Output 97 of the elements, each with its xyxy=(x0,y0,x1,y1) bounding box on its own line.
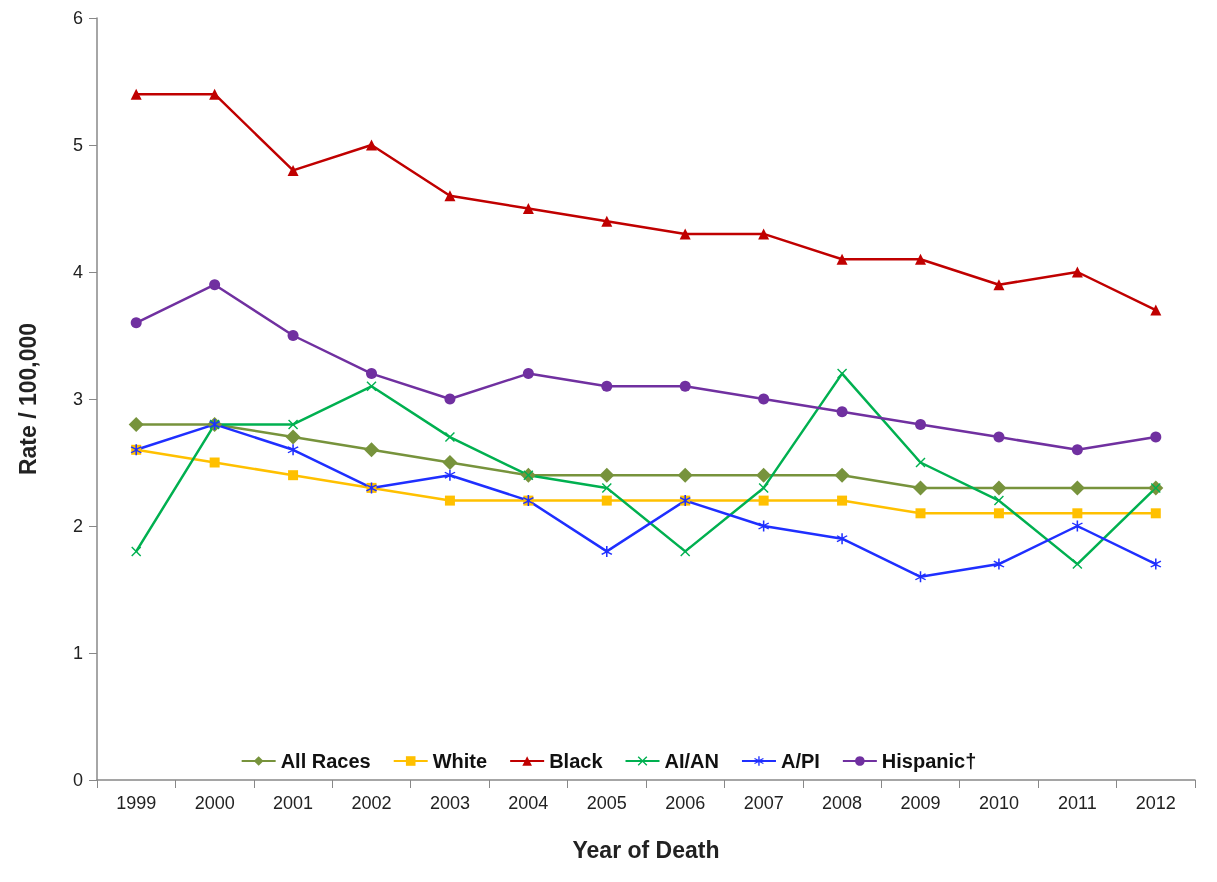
point xyxy=(444,495,455,506)
x-tick-label: 2010 xyxy=(978,793,1019,813)
point xyxy=(993,279,1005,291)
point xyxy=(758,393,770,405)
point xyxy=(913,480,928,496)
x-tick-label: 2007 xyxy=(743,793,784,813)
point xyxy=(915,253,926,265)
point xyxy=(677,467,693,483)
x-tick-label: 2008 xyxy=(822,793,863,813)
x-tick-label: 2011 xyxy=(1058,793,1097,813)
point xyxy=(601,482,612,493)
point xyxy=(680,546,691,557)
x-tick-label: 2005 xyxy=(586,793,627,813)
point xyxy=(993,508,1004,519)
point xyxy=(915,457,926,468)
point xyxy=(1072,559,1083,570)
point xyxy=(287,330,299,341)
point xyxy=(522,203,534,214)
point xyxy=(991,480,1007,496)
x-tick-label: 2002 xyxy=(351,793,392,813)
point xyxy=(1071,520,1083,532)
point xyxy=(758,520,770,532)
point xyxy=(758,495,769,506)
y-tick-label: 0 xyxy=(72,770,83,790)
x-tick-label: 2004 xyxy=(508,793,549,813)
point xyxy=(1072,508,1083,519)
x-tick-label: 2012 xyxy=(1135,793,1176,813)
point xyxy=(1150,508,1161,519)
x-axis-title: Year of Death xyxy=(572,836,720,863)
point xyxy=(915,571,926,583)
point xyxy=(1150,304,1162,316)
point xyxy=(522,368,534,380)
legend-label: AI/AN xyxy=(664,750,719,772)
point xyxy=(993,558,1005,570)
legend-label: Hispanic† xyxy=(881,750,977,772)
y-tick-label: 4 xyxy=(72,262,83,282)
x-tick-label: 1999 xyxy=(116,793,157,813)
x-tick-label: 2001 xyxy=(273,793,314,813)
point xyxy=(758,228,770,240)
point xyxy=(915,418,926,430)
point xyxy=(993,431,1005,443)
point xyxy=(599,467,615,483)
point xyxy=(288,419,299,430)
point xyxy=(601,380,613,392)
point xyxy=(209,457,220,468)
point xyxy=(130,88,142,100)
point xyxy=(601,215,613,227)
point xyxy=(834,467,850,483)
point xyxy=(679,228,691,240)
y-tick-label: 5 xyxy=(72,135,83,155)
point xyxy=(915,508,926,519)
point xyxy=(287,444,299,456)
point xyxy=(366,368,377,380)
point xyxy=(444,432,455,443)
point xyxy=(1150,431,1162,443)
point xyxy=(1071,444,1083,456)
y-axis-title: Rate / 100,000 xyxy=(14,322,41,476)
point xyxy=(444,469,456,481)
x-tick-label: 2000 xyxy=(194,793,235,813)
legend-label: Black xyxy=(549,750,604,772)
point xyxy=(444,393,456,405)
point xyxy=(837,495,848,506)
legend-label: All Races xyxy=(280,750,371,772)
legend-label: A/PI xyxy=(780,750,820,772)
x-tick-label: 2003 xyxy=(429,793,470,813)
point xyxy=(1069,480,1085,496)
point xyxy=(128,416,144,432)
point xyxy=(836,406,848,418)
point xyxy=(131,546,142,557)
point xyxy=(756,467,772,483)
point xyxy=(836,253,848,265)
point xyxy=(287,164,299,176)
point xyxy=(130,317,142,329)
point xyxy=(758,482,769,493)
y-tick-label: 3 xyxy=(72,389,83,409)
point xyxy=(1071,266,1083,278)
y-tick-label: 6 xyxy=(72,8,83,28)
x-tick-label: 2006 xyxy=(665,793,706,813)
point xyxy=(288,470,299,481)
y-tick-label: 2 xyxy=(72,516,83,536)
point xyxy=(601,545,613,557)
legend-label: White xyxy=(432,750,488,772)
point xyxy=(1150,558,1162,570)
point xyxy=(444,190,456,202)
point xyxy=(836,533,848,545)
point xyxy=(993,495,1004,506)
point xyxy=(209,279,221,291)
x-tick-label: 2009 xyxy=(900,793,941,813)
point xyxy=(679,380,691,392)
y-tick-label: 1 xyxy=(72,643,83,663)
point xyxy=(285,429,301,445)
point xyxy=(601,495,612,506)
point xyxy=(837,368,848,379)
point xyxy=(366,381,377,392)
point xyxy=(366,139,377,151)
point xyxy=(442,455,458,470)
point xyxy=(364,442,379,458)
